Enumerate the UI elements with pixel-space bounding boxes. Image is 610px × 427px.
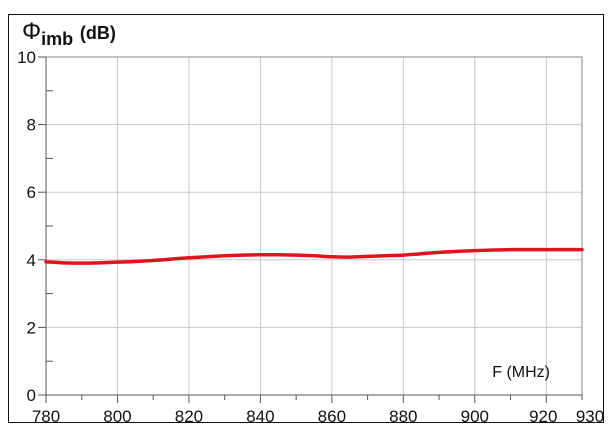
y-tick-label: 2 [27, 318, 36, 337]
y-tick-label: 8 [27, 116, 36, 135]
x-tick-label: 820 [175, 407, 203, 426]
series-layer [44, 247, 584, 265]
y-axis-label: Φimb (dB) [22, 18, 116, 49]
plot-border [45, 56, 583, 396]
y-axis-unit: (dB) [79, 23, 116, 43]
tick-marks [38, 56, 583, 403]
y-axis-symbol: Φ [22, 18, 42, 45]
x-tick-label: 800 [103, 407, 131, 426]
grid-lines [46, 57, 582, 395]
x-tick-label: 920 [529, 407, 557, 426]
axes [45, 56, 583, 396]
y-tick-label: 4 [27, 251, 36, 270]
y-axis-subscript: imb [41, 29, 74, 49]
x-tick-label: 780 [32, 407, 60, 426]
x-tick-label: 930 [576, 407, 604, 426]
y-tick-label: 10 [17, 48, 36, 67]
x-tick-label: 840 [246, 407, 274, 426]
x-tick-label: 900 [461, 407, 489, 426]
x-axis-label: F (MHz) [492, 364, 550, 381]
tick-labels: 0 2 4 6 8 10 780 800 820 840 860 880 900 920 930 [17, 48, 604, 426]
x-tick-label: 860 [318, 407, 346, 426]
x-tick-label: 880 [389, 407, 417, 426]
series-line [44, 247, 584, 265]
y-tick-label: 6 [27, 183, 36, 202]
y-tick-label: 0 [27, 386, 36, 405]
chart-frame [8, 14, 604, 423]
